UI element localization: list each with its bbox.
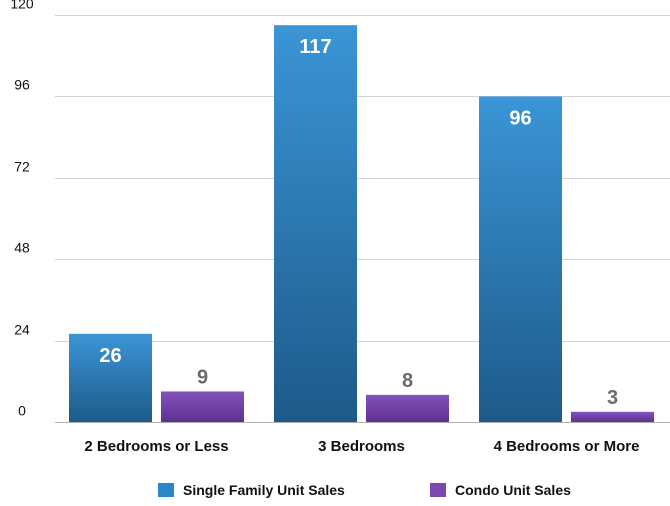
bars (69, 25, 654, 423)
y-tick-label: 0 (18, 403, 26, 419)
y-axis-ticks: 0 24 48 72 96 120 (10, 0, 34, 419)
x-category-label: 3 Bedrooms (318, 438, 405, 455)
bar-single-family (274, 25, 357, 423)
legend-swatch-single-family (158, 483, 174, 497)
legend-item-single-family: Single Family Unit Sales (158, 482, 345, 498)
y-tick-label: 120 (10, 0, 34, 12)
x-category-label: 2 Bedrooms or Less (84, 438, 228, 455)
bar-condo (161, 391, 244, 422)
y-tick-label: 48 (14, 240, 30, 256)
gridlines (55, 15, 670, 423)
bar-single-family (479, 96, 562, 423)
legend-swatch-condo (430, 483, 446, 497)
legend-item-condo: Condo Unit Sales (430, 482, 571, 498)
bar-condo (366, 394, 449, 422)
value-labels: 26 9 117 8 96 3 (99, 36, 618, 409)
bar-value-label: 3 (607, 387, 618, 409)
bar-condo (571, 411, 654, 422)
legend: Single Family Unit Sales Condo Unit Sale… (0, 482, 670, 506)
bar-value-label: 96 (509, 107, 531, 129)
y-tick-label: 24 (14, 322, 30, 338)
x-category-label: 4 Bedrooms or More (494, 438, 640, 455)
y-tick-label: 96 (14, 77, 30, 93)
bar-value-label: 26 (99, 345, 121, 367)
bar-value-label: 8 (402, 370, 413, 392)
bar-value-label: 9 (197, 366, 208, 388)
legend-label-single-family: Single Family Unit Sales (183, 482, 345, 498)
bar-single-family (69, 333, 152, 422)
bar-chart: 0 24 48 72 96 120 26 9 117 8 96 3 2 Bedrooms or Le… (10, 0, 670, 455)
y-tick-label: 72 (14, 159, 30, 175)
bar-value-label: 117 (299, 36, 331, 58)
legend-label-condo: Condo Unit Sales (455, 482, 571, 498)
x-axis-categories: 2 Bedrooms or Less 3 Bedrooms 4 Bedrooms o… (84, 438, 639, 455)
